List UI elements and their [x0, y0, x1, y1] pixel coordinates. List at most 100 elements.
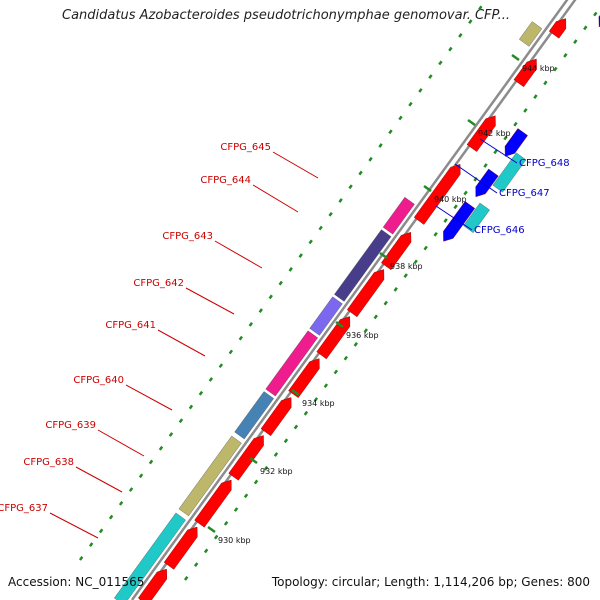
gene-arrow-forward [413, 164, 461, 225]
tick-dot [448, 46, 453, 52]
tick-dot [138, 473, 144, 479]
tick-dot [573, 39, 578, 44]
tick-dot [343, 355, 349, 361]
gene-arrow-forward [163, 526, 198, 570]
feature-block [114, 512, 186, 600]
tick-label: 942 kbp [478, 129, 511, 138]
feature-block [265, 330, 318, 397]
tick-dot [323, 383, 329, 389]
tick-dot [368, 156, 373, 162]
tick-dot [118, 500, 124, 506]
gene-label[interactable]: CFPG_647 [499, 188, 550, 199]
tick-label: 940 kbp [434, 195, 467, 204]
tick-dot [463, 190, 468, 196]
tick-dot [333, 369, 339, 375]
tick-dot [458, 33, 463, 38]
gene-arrow-forward [260, 397, 292, 437]
tick-dot [433, 231, 438, 237]
tick-dot [98, 528, 104, 534]
tick-dot [523, 108, 528, 113]
tick-dot [403, 273, 408, 278]
tick-mark [423, 184, 432, 193]
tick-dot [393, 286, 398, 292]
tick-dot [223, 520, 229, 526]
gene-arrow-forward [346, 269, 385, 318]
tick-dot [188, 404, 194, 410]
tick-dot [168, 432, 174, 437]
feature-block [309, 296, 343, 336]
gene-label[interactable]: CFPG_637 [0, 503, 48, 514]
gene-label[interactable]: CFPG_646 [474, 225, 525, 236]
tick-dot [408, 101, 413, 107]
tick-dot [148, 459, 154, 465]
tick-dot [593, 11, 598, 17]
gene-arrow-reverse [475, 168, 499, 198]
tick-dot [263, 465, 269, 471]
tick-dot [313, 397, 319, 402]
tick-dot [203, 548, 209, 554]
tick-dot [288, 266, 293, 272]
tick-dot [348, 184, 353, 190]
tick-dot [423, 245, 428, 251]
tick-dot [283, 438, 289, 444]
tick-dot [193, 562, 199, 567]
tick-dot [243, 493, 249, 499]
gene-arrow-reverse [504, 128, 528, 157]
tick-dot [338, 198, 343, 203]
tick-dot [293, 424, 299, 430]
tick-dot [198, 390, 204, 396]
gene-leader-line [125, 384, 173, 411]
gene-label[interactable]: CFPG_644 [200, 175, 251, 186]
tick-dot [273, 452, 279, 457]
gene-label[interactable]: CFPG_642 [133, 278, 184, 289]
gene-label[interactable]: CFPG_645 [220, 142, 271, 153]
tick-dot [233, 507, 239, 512]
tick-dot [178, 418, 184, 424]
tick-dot [483, 163, 488, 168]
gene-arrow-forward [288, 358, 320, 398]
tick-dot [388, 129, 393, 135]
tick-dot [443, 218, 448, 223]
tick-dot [238, 335, 244, 341]
gene-arrow-forward [466, 115, 496, 152]
feature-blocks [114, 21, 543, 600]
tick-mark [467, 118, 476, 127]
tick-dot [258, 308, 263, 313]
tick-mark [291, 388, 300, 397]
tick-mark [249, 456, 258, 465]
tick-dot [353, 342, 358, 347]
tick-dot [453, 204, 458, 210]
feature-block [334, 229, 392, 302]
tick-dot [158, 445, 164, 451]
tick-dot [298, 253, 303, 258]
gene-leader-line [454, 163, 498, 194]
gene-leader-line [75, 466, 123, 493]
gene-label[interactable]: CFPG_641 [105, 320, 156, 331]
tick-dot-rows [78, 5, 598, 581]
tick-dot [503, 135, 508, 141]
tick-mark [335, 320, 344, 329]
gene-arrow-forward [513, 58, 537, 88]
feature-block-reverse [492, 152, 527, 193]
tick-label: 936 kbp [346, 331, 379, 340]
tick-marks: 930 kbp 932 kbp 934 kbp 936 kbp 938 kbp 940 k… [207, 53, 555, 545]
tick-dot [438, 60, 443, 66]
gene-label[interactable]: CFPG_648 [519, 158, 570, 169]
tick-dot [278, 280, 283, 286]
gene-labels: CFPG_645 CFPG_644 CFPG_643 CFPG_642 CFPG_641… [0, 138, 570, 539]
gene-label[interactable]: CFPG_639 [45, 420, 96, 431]
gene-leader-line [185, 287, 235, 315]
tick-dot [468, 19, 473, 24]
feature-block-reverse [463, 202, 490, 233]
tick-dot [308, 239, 313, 245]
backbone-line [130, 0, 569, 600]
tick-dot [218, 363, 224, 369]
gene-label[interactable]: CFPG_640 [73, 375, 124, 386]
feature-block [382, 196, 415, 235]
gene-label[interactable]: CFPG_638 [23, 457, 74, 468]
tick-label: 934 kbp [302, 399, 335, 408]
tick-dot [533, 94, 538, 100]
tick-label: 932 kbp [260, 467, 293, 476]
gene-label[interactable]: CFPG_643 [162, 231, 213, 242]
